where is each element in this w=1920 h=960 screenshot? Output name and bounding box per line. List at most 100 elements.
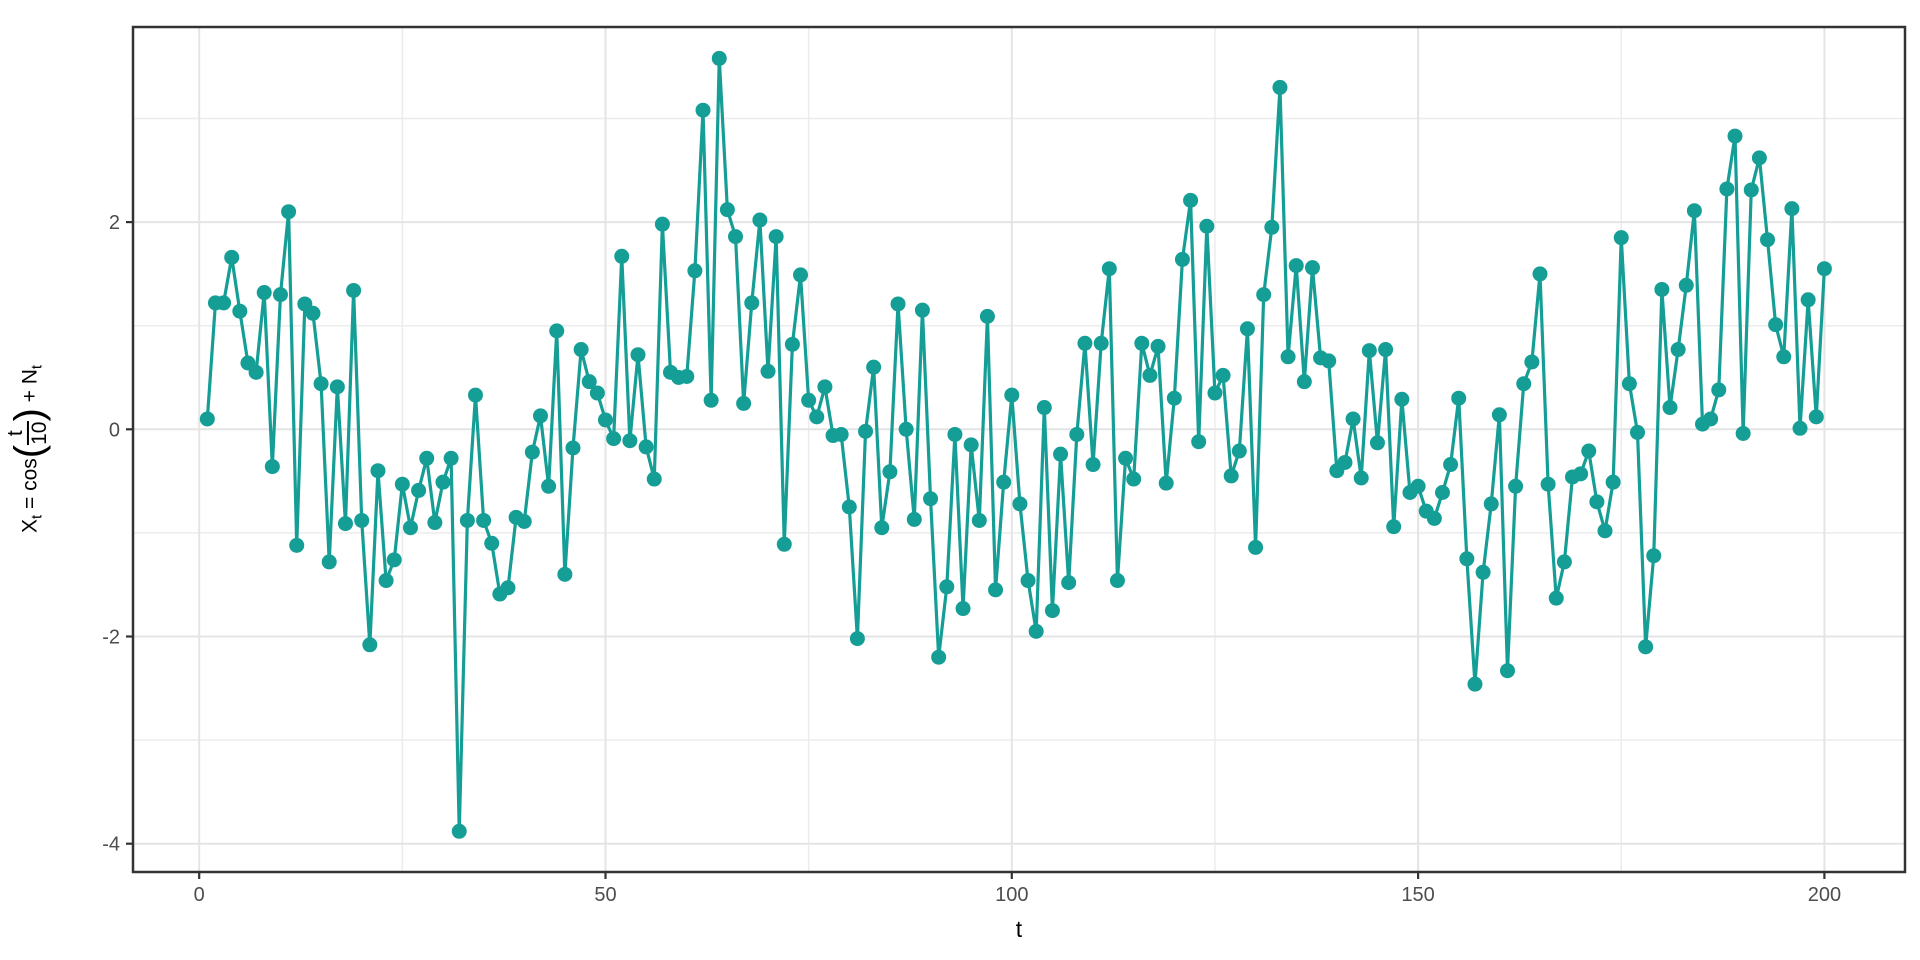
- data-point: [874, 520, 890, 536]
- y-tick-label: -4: [102, 834, 120, 856]
- data-point: [1337, 454, 1353, 470]
- data-point: [1369, 435, 1385, 451]
- data-point: [1548, 590, 1564, 606]
- data-point: [947, 426, 963, 442]
- data-point: [1451, 390, 1467, 406]
- data-point: [1654, 281, 1670, 297]
- data-point: [1215, 367, 1231, 383]
- data-point: [1426, 510, 1442, 526]
- data-point: [476, 512, 492, 528]
- data-point: [1199, 218, 1215, 234]
- data-point: [1630, 424, 1646, 440]
- data-point: [1207, 385, 1223, 401]
- data-point: [1150, 338, 1166, 354]
- data-point: [654, 216, 670, 232]
- data-point: [1231, 443, 1247, 459]
- data-point: [1044, 603, 1060, 619]
- data-point: [402, 520, 418, 536]
- data-point: [1776, 349, 1792, 365]
- data-point: [988, 582, 1004, 598]
- data-point: [687, 263, 703, 279]
- data-point: [1792, 420, 1808, 436]
- data-point: [1816, 261, 1832, 277]
- data-point: [281, 204, 297, 220]
- data-point: [1678, 277, 1694, 293]
- data-point: [1703, 411, 1719, 427]
- data-point: [1280, 349, 1296, 365]
- data-point: [199, 411, 215, 427]
- data-point: [1613, 230, 1629, 246]
- data-point: [232, 303, 248, 319]
- data-point: [1183, 192, 1199, 208]
- data-point: [1410, 478, 1426, 494]
- data-point: [581, 374, 597, 390]
- data-point: [1597, 523, 1613, 539]
- data-point: [1459, 551, 1475, 567]
- series-line: [205, 56, 1827, 833]
- data-point: [362, 637, 378, 653]
- data-point: [809, 409, 825, 425]
- data-point: [646, 471, 662, 487]
- data-point: [346, 282, 362, 298]
- x-tick-label: 150: [1401, 884, 1434, 906]
- data-point: [435, 474, 451, 490]
- data-point: [1532, 266, 1548, 282]
- ylabel-plus: +: [18, 384, 42, 409]
- data-point: [752, 212, 768, 228]
- data-point: [443, 450, 459, 466]
- data-point: [963, 437, 979, 453]
- data-point: [882, 464, 898, 480]
- data-point: [1378, 342, 1394, 358]
- y-axis-title: Xt = cos(t 10) + Nt: [4, 365, 54, 533]
- data-point: [224, 249, 240, 265]
- data-point: [1191, 434, 1207, 450]
- data-point: [1004, 387, 1020, 403]
- data-point: [1727, 128, 1743, 144]
- ylabel-open-paren: (: [7, 444, 51, 459]
- data-point: [622, 433, 638, 449]
- ylabel-var-sub: t: [28, 514, 46, 520]
- data-point: [1621, 376, 1637, 392]
- data-point: [1166, 390, 1182, 406]
- data-point: [1686, 203, 1702, 219]
- data-point: [1093, 335, 1109, 351]
- data-point: [256, 285, 272, 301]
- data-point: [411, 482, 427, 498]
- data-point: [744, 295, 760, 311]
- data-point: [1784, 201, 1800, 217]
- data-point: [1800, 292, 1816, 308]
- data-point: [801, 392, 817, 408]
- plot-panel: [133, 27, 1905, 872]
- data-point: [1248, 539, 1264, 555]
- data-point: [1589, 494, 1605, 510]
- data-point: [768, 229, 784, 245]
- data-point: [996, 474, 1012, 490]
- data-point: [394, 476, 410, 492]
- data-point: [427, 515, 443, 531]
- data-point: [1394, 391, 1410, 407]
- data-point: [1264, 219, 1280, 235]
- data-point: [289, 537, 305, 553]
- data-point: [841, 499, 857, 515]
- data-point: [630, 347, 646, 363]
- data-point: [1508, 478, 1524, 494]
- data-point: [573, 342, 589, 358]
- data-point: [1272, 79, 1288, 95]
- data-point: [858, 423, 874, 439]
- data-point: [906, 511, 922, 527]
- data-point: [1491, 407, 1507, 423]
- data-point: [1345, 411, 1361, 427]
- data-point: [1158, 475, 1174, 491]
- data-point: [589, 385, 605, 401]
- data-point: [1142, 367, 1158, 383]
- data-point: [1556, 554, 1572, 570]
- data-point: [541, 478, 557, 494]
- data-point: [1069, 426, 1085, 442]
- data-point: [711, 50, 727, 66]
- data-point: [1061, 575, 1077, 591]
- data-point: [736, 395, 752, 411]
- data-point: [272, 287, 288, 303]
- x-tick-label: 200: [1808, 884, 1841, 906]
- data-point: [1524, 354, 1540, 370]
